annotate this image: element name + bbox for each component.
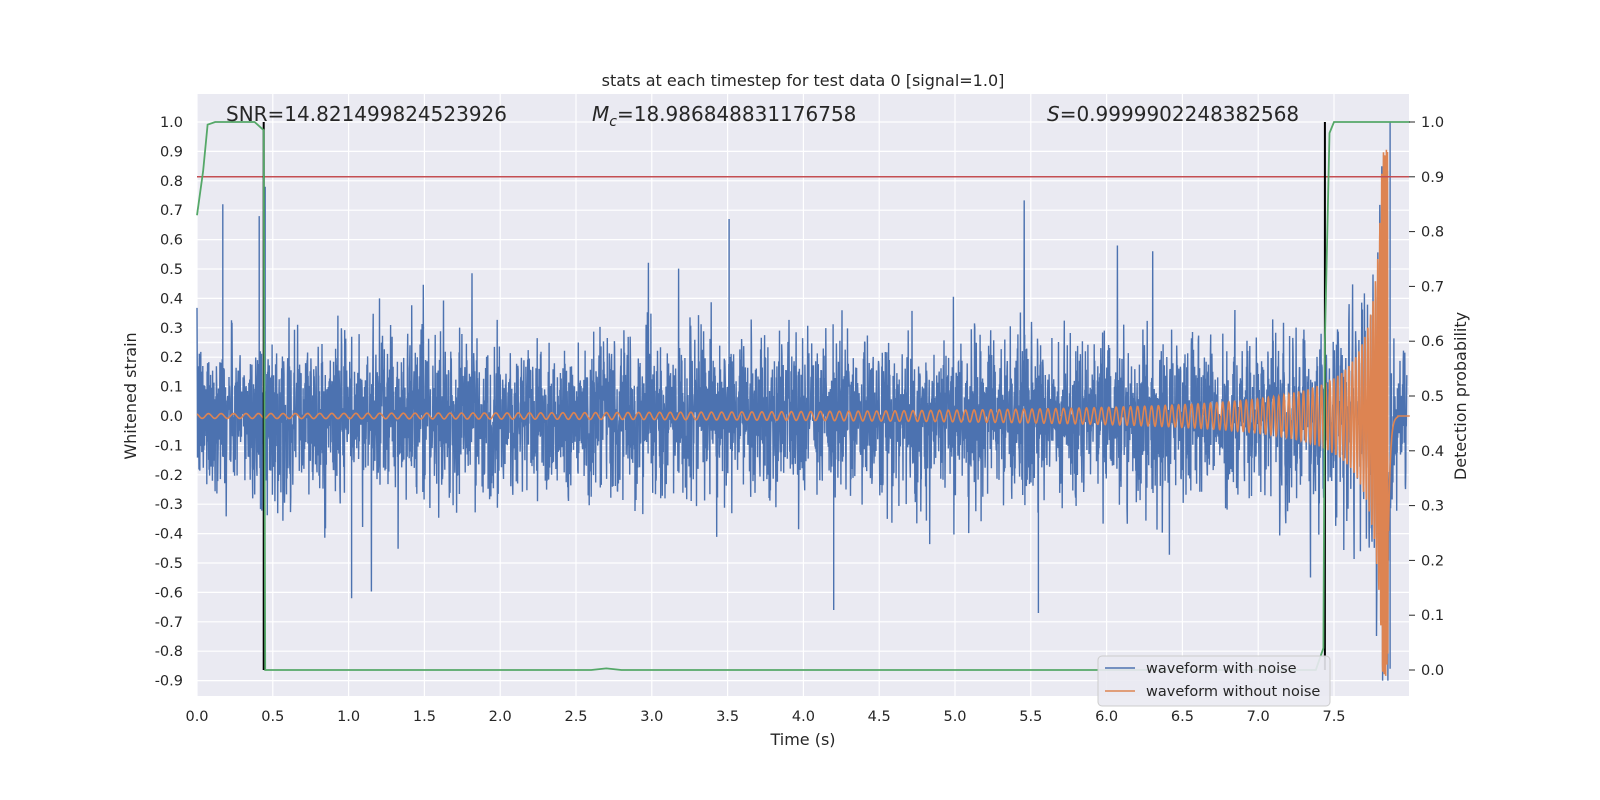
x-tick-label: 2.0 bbox=[489, 709, 512, 725]
y-tick-label: -0.3 bbox=[155, 497, 183, 513]
x-tick-label: 0.0 bbox=[185, 709, 208, 725]
y-tick-label: -0.1 bbox=[155, 438, 183, 454]
y-axis-label: Whitened strain bbox=[121, 332, 140, 459]
y-tick-label: 0.6 bbox=[160, 233, 183, 249]
y2-tick-label: 0.3 bbox=[1421, 499, 1444, 515]
x-axis-ticks: 0.0 0.5 1.0 1.5 2.0 2.5 3.0 3.5 4.0 4.5 5.0 5.5 6.0 6… bbox=[185, 709, 1345, 725]
x-tick-label: 6.0 bbox=[1095, 709, 1118, 725]
y-tick-label: 0.4 bbox=[160, 291, 183, 307]
x-tick-label: 7.0 bbox=[1247, 709, 1270, 725]
y-tick-label: -0.4 bbox=[155, 527, 183, 543]
y2-tick-label: 0.1 bbox=[1421, 608, 1444, 624]
chirp-mass-subscript: c bbox=[609, 114, 617, 130]
y2-tick-label: 0.5 bbox=[1421, 389, 1444, 405]
x-tick-label: 1.0 bbox=[337, 709, 360, 725]
legend-box bbox=[1097, 655, 1331, 707]
legend-label-waveform-with-noise: waveform with noise bbox=[1146, 661, 1297, 677]
legend: waveform with noise waveform without noi… bbox=[1097, 655, 1331, 707]
x-tick-label: 7.5 bbox=[1322, 709, 1345, 725]
snr-annotation: SNR=14.821499824523926 bbox=[226, 102, 507, 126]
x-tick-label: 0.5 bbox=[261, 709, 284, 725]
y-tick-label: 0.7 bbox=[160, 203, 183, 219]
series-detection-probability bbox=[196, 121, 1410, 671]
y-tick-label: -0.7 bbox=[155, 615, 183, 631]
x-tick-label: 5.0 bbox=[943, 709, 966, 725]
probability-line bbox=[196, 121, 1410, 671]
chirp-mass-symbol: M bbox=[592, 102, 609, 126]
chirp-mass-value: =18.986848831176758 bbox=[617, 102, 856, 126]
y-tick-label: 0.1 bbox=[160, 380, 183, 396]
y2-tick-label: 0.4 bbox=[1421, 444, 1444, 460]
x-tick-label: 2.5 bbox=[564, 709, 587, 725]
x-tick-label: 1.5 bbox=[413, 709, 436, 725]
y-tick-label: 0.0 bbox=[160, 409, 183, 425]
y-tick-label: 1.0 bbox=[160, 115, 183, 131]
y2-axis-ticks: 1.0 0.9 0.8 0.7 0.6 0.5 0.4 0.3 0.2 0.1 0.0 bbox=[1409, 115, 1444, 679]
x-tick-label: 3.0 bbox=[640, 709, 663, 725]
noise-line bbox=[196, 122, 1408, 681]
y2-tick-label: 0.0 bbox=[1421, 663, 1444, 679]
clean-line bbox=[196, 149, 1410, 676]
y-tick-label: -0.5 bbox=[155, 556, 183, 572]
y-tick-label: 0.9 bbox=[160, 144, 183, 160]
legend-label-waveform-without-noise: waveform without noise bbox=[1146, 684, 1320, 700]
y2-tick-label: 0.7 bbox=[1421, 279, 1444, 295]
y-tick-label: 0.5 bbox=[160, 262, 183, 278]
y-tick-label: 0.3 bbox=[160, 321, 183, 337]
y-tick-label: 0.8 bbox=[160, 174, 183, 190]
y2-axis-label: Detection probability bbox=[1451, 312, 1470, 480]
y2-tick-label: 0.9 bbox=[1421, 170, 1444, 186]
x-axis-label: Time (s) bbox=[769, 730, 835, 749]
s-value: =0.9999902248382568 bbox=[1060, 102, 1299, 126]
y2-tick-label: 0.8 bbox=[1421, 225, 1444, 241]
y-tick-label: -0.2 bbox=[155, 468, 183, 484]
y-tick-label: -0.8 bbox=[155, 644, 183, 660]
x-tick-label: 4.0 bbox=[792, 709, 815, 725]
x-tick-label: 5.5 bbox=[1019, 709, 1042, 725]
y2-tick-label: 0.6 bbox=[1421, 334, 1444, 350]
s-annotation: S=0.9999902248382568 bbox=[1047, 102, 1299, 126]
y-tick-label: -0.6 bbox=[155, 585, 183, 601]
chart-title: stats at each timestep for test data 0 [… bbox=[602, 71, 1005, 90]
chirp-mass-annotation: Mc=18.986848831176758 bbox=[592, 102, 856, 130]
series-waveform-with-noise bbox=[196, 122, 1408, 681]
x-tick-label: 6.5 bbox=[1171, 709, 1194, 725]
s-symbol: S bbox=[1047, 102, 1060, 126]
y2-tick-label: 1.0 bbox=[1421, 115, 1444, 131]
y-tick-label: -0.9 bbox=[155, 674, 183, 690]
x-tick-label: 3.5 bbox=[716, 709, 739, 725]
y2-tick-label: 0.2 bbox=[1421, 553, 1444, 569]
series-waveform-without-noise bbox=[196, 149, 1410, 676]
x-tick-label: 4.5 bbox=[868, 709, 891, 725]
y-tick-label: 0.2 bbox=[160, 350, 183, 366]
y-axis-ticks: 1.0 0.9 0.8 0.7 0.6 0.5 0.4 0.3 0.2 0.1 0.0 -0.1 -0.… bbox=[155, 115, 183, 690]
